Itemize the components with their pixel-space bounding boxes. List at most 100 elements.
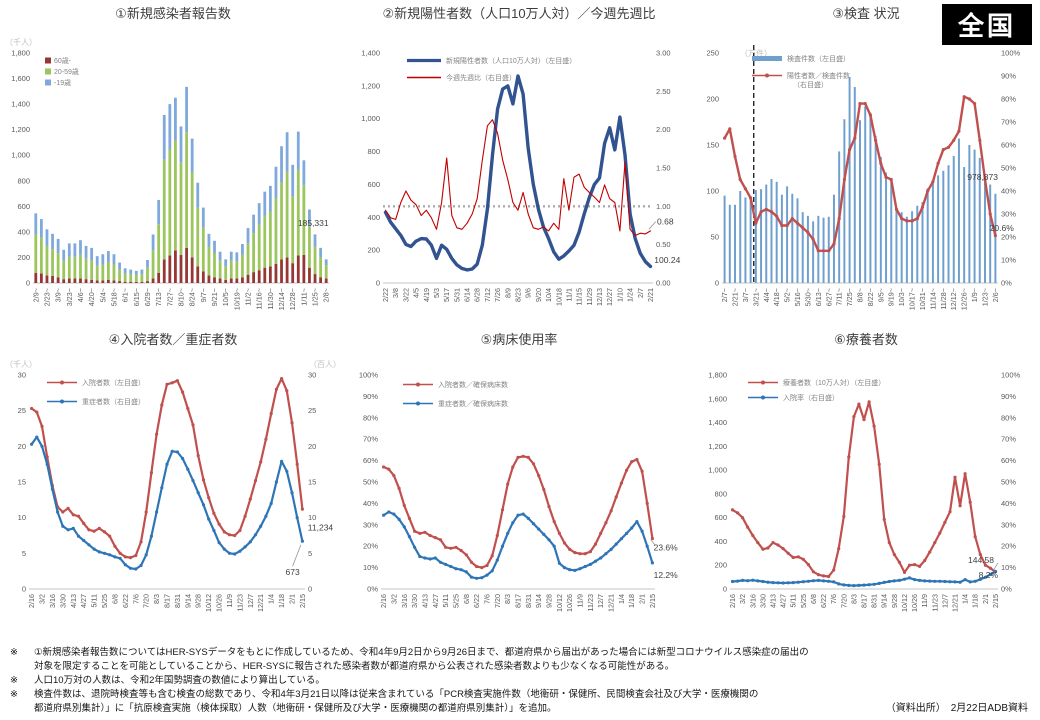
- svg-text:（百人）: （百人）: [309, 360, 341, 369]
- svg-text:9/28: 9/28: [194, 594, 203, 608]
- svg-text:80%: 80%: [1001, 95, 1016, 104]
- svg-text:600: 600: [17, 202, 30, 211]
- svg-text:0%: 0%: [1001, 585, 1012, 594]
- svg-text:25: 25: [18, 406, 26, 415]
- svg-text:2/1: 2/1: [981, 594, 990, 604]
- svg-text:11,234: 11,234: [308, 523, 334, 533]
- footnote-3-text-2: 都道府県別集計）」に「抗原検査実施（検体採取）人数（地衛研・保健所及び大学・医療…: [34, 703, 557, 715]
- svg-text:12/21: 12/21: [607, 594, 616, 612]
- svg-text:2.00: 2.00: [656, 125, 671, 134]
- svg-text:11/9: 11/9: [225, 594, 234, 607]
- svg-text:185,331: 185,331: [298, 218, 329, 228]
- svg-text:50: 50: [711, 233, 719, 242]
- svg-text:3/16: 3/16: [748, 594, 757, 608]
- svg-text:11/23: 11/23: [235, 594, 244, 611]
- svg-text:4/13: 4/13: [769, 594, 778, 608]
- svg-text:1.00: 1.00: [656, 202, 671, 211]
- svg-text:4/13: 4/13: [69, 594, 78, 608]
- svg-text:3/30: 3/30: [758, 594, 767, 608]
- svg-text:5/11: 5/11: [90, 594, 99, 607]
- svg-text:5/25: 5/25: [100, 594, 109, 608]
- chart-new-positives-ratio: ②新規陽性者数（人口10万人対）／今週先週比 0 200 400 600 800 1,00…: [346, 5, 692, 331]
- svg-text:5/30~: 5/30~: [803, 288, 812, 306]
- footnote-3-line-2: 都道府県別集計）」に「抗原検査実施（検体採取）人数（地衛研・保健所及び大学・医療…: [10, 702, 1020, 716]
- svg-text:6/15~: 6/15~: [132, 288, 141, 306]
- svg-text:1/4: 1/4: [961, 594, 970, 604]
- footnote-1-line-2: 対象を限定することを可能としていることから、HER-SYSに報告された感染者数が…: [10, 660, 1020, 674]
- chart-title-testing-status: ③検査 状況: [832, 6, 900, 21]
- svg-text:1,400: 1,400: [11, 100, 30, 109]
- svg-text:4/18~: 4/18~: [772, 288, 781, 306]
- svg-text:5/11: 5/11: [789, 594, 798, 607]
- footnote-marker: ※: [10, 689, 18, 701]
- svg-text:90%: 90%: [363, 392, 378, 401]
- svg-text:8/8~: 8/8~: [856, 288, 865, 302]
- svg-text:100%: 100%: [359, 371, 379, 380]
- svg-text:12/21: 12/21: [256, 594, 265, 612]
- svg-text:5/17: 5/17: [442, 288, 451, 302]
- new-positives-ratio-plot: 0 200 400 600 800 1,000 1,200 1,400 0.00 0.50 1.00…: [361, 49, 680, 307]
- svg-text:5: 5: [308, 549, 312, 558]
- svg-text:7/26: 7/26: [493, 288, 502, 302]
- svg-text:7/20: 7/20: [839, 594, 848, 608]
- svg-text:5/2~: 5/2~: [783, 288, 792, 302]
- svg-text:250: 250: [706, 49, 719, 58]
- svg-text:0.68: 0.68: [657, 217, 674, 227]
- svg-text:90%: 90%: [1001, 392, 1016, 401]
- svg-text:40%: 40%: [363, 499, 378, 508]
- svg-text:400: 400: [714, 537, 727, 546]
- footnote-3-line-1: ※ 検査件数は、退院時検査等も含む検査の総数であり、令和4年3月21日以降は従来…: [10, 688, 1020, 702]
- svg-text:9/6: 9/6: [524, 288, 533, 298]
- svg-text:10/12: 10/12: [204, 594, 213, 612]
- svg-text:7/11~: 7/11~: [835, 288, 844, 306]
- svg-text:10%: 10%: [363, 563, 378, 572]
- charts-grid: ①新規感染者報告数 0 200 400 600 800 1,000 1,200 1,400 1,…: [5, 5, 1021, 612]
- svg-text:今週先週比（右目盛）: 今週先週比（右目盛）: [446, 73, 516, 82]
- svg-text:0: 0: [308, 585, 312, 594]
- svg-text:7/27~: 7/27~: [165, 288, 174, 306]
- svg-text:11/14~: 11/14~: [928, 288, 937, 310]
- svg-text:8/3: 8/3: [503, 594, 512, 604]
- svg-text:1/18: 1/18: [971, 594, 980, 608]
- svg-text:6/27~: 6/27~: [824, 288, 833, 306]
- svg-text:重症者数（右目盛）: 重症者数（右目盛）: [82, 397, 145, 406]
- svg-text:80%: 80%: [1001, 413, 1016, 422]
- svg-text:入院者数（左目盛）: 入院者数（左目盛）: [82, 378, 145, 387]
- svg-text:3/30: 3/30: [410, 594, 419, 608]
- svg-text:7/12: 7/12: [483, 288, 492, 302]
- svg-text:12/7: 12/7: [246, 594, 255, 608]
- svg-text:入院率（右目盛）: 入院率（右目盛）: [783, 393, 839, 402]
- svg-text:3/7~: 3/7~: [741, 288, 750, 302]
- svg-text:1,400: 1,400: [708, 418, 727, 427]
- svg-text:70%: 70%: [363, 435, 378, 444]
- footnote-marker: ※: [10, 647, 18, 658]
- svg-text:2/7: 2/7: [636, 288, 645, 298]
- svg-text:3/23~: 3/23~: [65, 288, 74, 306]
- svg-text:1,800: 1,800: [11, 49, 30, 58]
- svg-text:100%: 100%: [1001, 371, 1021, 380]
- svg-text:1/23~: 1/23~: [981, 288, 990, 306]
- footnote-1-text-1: ①新規感染者報告数についてはHER-SYSデータをもとに作成しているため、令和4…: [34, 647, 809, 658]
- svg-text:4/4~: 4/4~: [762, 288, 771, 302]
- svg-text:10: 10: [308, 513, 316, 522]
- svg-text:10/5~: 10/5~: [221, 288, 230, 306]
- svg-text:20%: 20%: [1001, 542, 1016, 551]
- footnote-marker: ※: [10, 675, 18, 687]
- svg-text:9/5~: 9/5~: [876, 288, 885, 302]
- svg-text:20%: 20%: [1001, 233, 1016, 242]
- svg-text:7/20: 7/20: [142, 594, 151, 608]
- svg-text:7/25~: 7/25~: [845, 288, 854, 306]
- svg-text:6/13~: 6/13~: [814, 288, 823, 306]
- svg-text:25: 25: [308, 406, 316, 415]
- svg-text:3/30: 3/30: [58, 594, 67, 608]
- svg-text:1,800: 1,800: [708, 371, 727, 380]
- svg-text:7/6: 7/6: [131, 594, 140, 604]
- svg-text:（右目盛）: （右目盛）: [793, 80, 828, 89]
- svg-text:800: 800: [17, 176, 30, 185]
- svg-text:11/23: 11/23: [586, 594, 595, 611]
- svg-text:800: 800: [714, 489, 727, 498]
- svg-text:1/18: 1/18: [627, 594, 636, 608]
- svg-text:1/18: 1/18: [277, 594, 286, 608]
- svg-text:1/11~: 1/11~: [299, 288, 308, 306]
